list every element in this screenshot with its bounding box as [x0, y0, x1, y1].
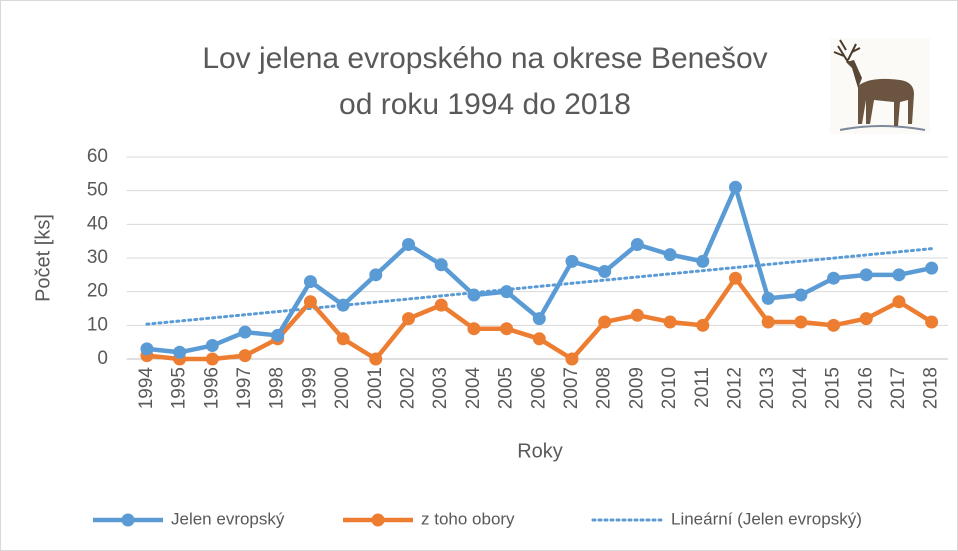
x-tick-label: 2007 — [561, 367, 582, 409]
data-point — [206, 353, 219, 366]
data-point — [304, 275, 317, 288]
data-point — [696, 319, 709, 332]
x-tick-label: 2003 — [430, 367, 451, 409]
data-point — [729, 272, 742, 285]
x-tick-label: 2017 — [888, 367, 909, 409]
legend-label: Jelen evropský — [171, 509, 285, 528]
data-point — [696, 255, 709, 268]
data-point — [827, 319, 840, 332]
x-tick-label: 1998 — [267, 367, 288, 409]
data-point — [533, 312, 546, 325]
legend-label: Lineární (Jelen evropský) — [671, 509, 862, 528]
x-axis-title: Roky — [517, 440, 563, 462]
legend-marker — [372, 514, 385, 527]
x-tick-label: 2013 — [757, 367, 778, 409]
data-point — [565, 353, 578, 366]
x-tick-label: 2015 — [823, 367, 844, 409]
x-tick-label: 2002 — [398, 367, 419, 409]
x-tick-label: 2009 — [626, 367, 647, 409]
x-tick-label: 2014 — [790, 367, 811, 410]
data-point — [794, 289, 807, 302]
y-tick-label: 60 — [87, 146, 108, 167]
x-tick-label: 2011 — [692, 367, 713, 408]
y-axis-title: Počet [ks] — [32, 214, 54, 302]
y-tick-label: 10 — [87, 314, 108, 335]
x-tick-label: 2010 — [659, 367, 680, 409]
data-point — [337, 332, 350, 345]
x-tick-label: 2006 — [528, 367, 549, 409]
data-point — [892, 295, 905, 308]
y-tick-label: 20 — [87, 281, 108, 302]
data-point — [369, 353, 382, 366]
data-point — [762, 292, 775, 305]
x-tick-label: 2001 — [365, 367, 386, 409]
data-point — [565, 255, 578, 268]
data-point — [402, 238, 415, 251]
chart-border — [1, 1, 958, 551]
data-point — [598, 315, 611, 328]
x-tick-label: 1995 — [169, 367, 190, 409]
data-point — [664, 315, 677, 328]
data-point — [598, 265, 611, 278]
data-point — [467, 322, 480, 335]
x-tick-label: 2012 — [724, 367, 745, 409]
x-tick-label: 2000 — [332, 367, 353, 409]
legend-label: z toho obory — [421, 509, 515, 528]
x-tick-label: 1997 — [234, 367, 255, 409]
data-point — [860, 312, 873, 325]
x-tick-label: 2016 — [855, 367, 876, 409]
data-point — [337, 299, 350, 312]
page: {"chart_data": { "type": "line", "title"… — [0, 0, 958, 551]
chart: Lov jelena evropského na okrese Benešov … — [0, 0, 958, 551]
data-point — [271, 329, 284, 342]
data-point — [369, 268, 382, 281]
data-point — [467, 289, 480, 302]
data-point — [925, 315, 938, 328]
legend-marker — [122, 514, 135, 527]
data-point — [827, 272, 840, 285]
data-point — [631, 238, 644, 251]
data-point — [435, 299, 448, 312]
data-point — [173, 346, 186, 359]
chart-title: Lov jelena evropského na okrese Benešov — [202, 42, 767, 75]
y-tick-label: 0 — [97, 348, 108, 369]
data-point — [140, 342, 153, 355]
data-point — [533, 332, 546, 345]
data-point — [304, 295, 317, 308]
data-point — [925, 262, 938, 275]
data-point — [892, 268, 905, 281]
data-point — [664, 248, 677, 261]
data-point — [239, 326, 252, 339]
data-point — [402, 312, 415, 325]
x-tick-label: 1999 — [299, 367, 320, 409]
data-point — [500, 322, 513, 335]
chart-title: od roku 1994 do 2018 — [339, 88, 631, 121]
x-tick-label: 2018 — [921, 367, 942, 409]
data-point — [500, 285, 513, 298]
data-point — [239, 349, 252, 362]
data-point — [729, 181, 742, 194]
y-tick-label: 40 — [87, 213, 108, 234]
data-point — [435, 258, 448, 271]
data-point — [794, 315, 807, 328]
x-tick-label: 1996 — [201, 367, 222, 409]
x-tick-label: 2008 — [594, 367, 615, 409]
x-tick-label: 2005 — [496, 367, 517, 409]
deer-illustration — [830, 38, 930, 134]
data-point — [762, 315, 775, 328]
y-tick-label: 30 — [87, 247, 108, 268]
data-point — [860, 268, 873, 281]
x-tick-label: 2004 — [463, 367, 484, 410]
data-point — [631, 309, 644, 322]
data-point — [206, 339, 219, 352]
x-tick-label: 1994 — [136, 367, 157, 410]
y-tick-label: 50 — [87, 180, 108, 201]
